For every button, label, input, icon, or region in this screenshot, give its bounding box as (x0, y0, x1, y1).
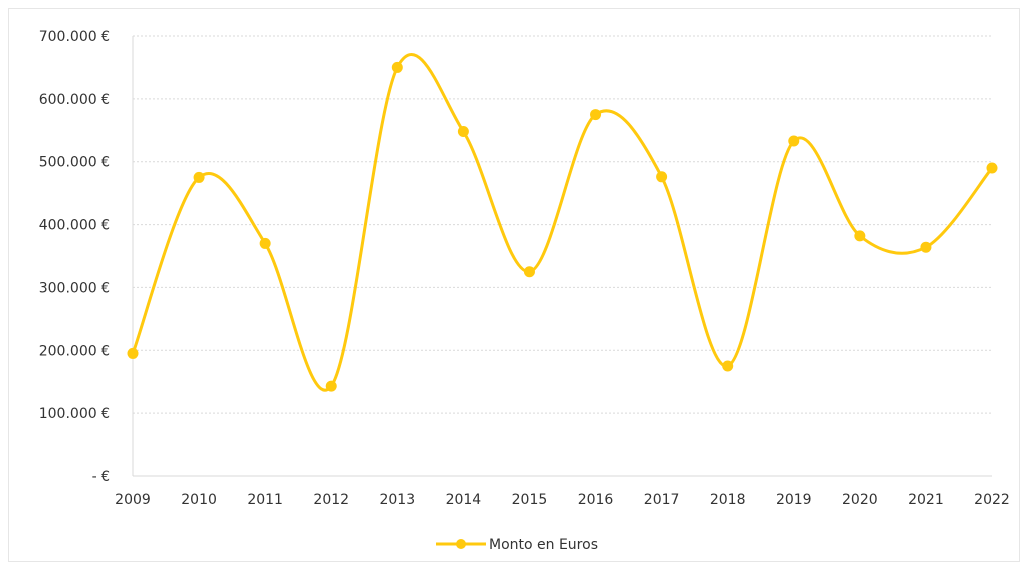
legend-swatch-marker (456, 539, 466, 549)
data-point (325, 380, 337, 392)
y-tick-label: 500.000 € (39, 155, 110, 171)
y-tick-label: 300.000 € (39, 280, 110, 296)
x-tick-label: 2022 (974, 492, 1010, 508)
y-tick-label: 600.000 € (39, 92, 110, 108)
data-point (656, 171, 668, 183)
x-tick-label: 2021 (908, 492, 944, 508)
x-axis: 2009 2010 2011 2012 2013 2014 2015 2016 2017 2018… (115, 475, 1010, 508)
data-point (391, 61, 403, 73)
x-tick-label: 2015 (512, 492, 548, 508)
y-tick-label: 700.000 € (39, 29, 110, 45)
x-tick-label: 2010 (181, 492, 217, 508)
data-point (127, 347, 139, 359)
x-tick-label: 2016 (578, 492, 614, 508)
gridlines (133, 35, 992, 414)
series-group (127, 53, 998, 392)
x-tick-label: 2013 (379, 492, 415, 508)
data-point (590, 109, 602, 121)
x-tick-label: 2019 (776, 492, 812, 508)
y-tick-label: 100.000 € (39, 406, 110, 422)
data-point (722, 360, 734, 372)
data-point (920, 241, 932, 253)
x-tick-label: 2020 (842, 492, 878, 508)
x-tick-label: 2009 (115, 492, 151, 508)
data-point (986, 162, 998, 174)
series-line-0 (131, 53, 994, 392)
legend: Monto en Euros (436, 537, 598, 553)
y-tick-label: - € (92, 469, 110, 485)
data-point (457, 126, 469, 138)
y-tick-label: 400.000 € (39, 218, 110, 234)
data-point (193, 171, 205, 183)
x-tick-label: 2014 (446, 492, 482, 508)
data-point (854, 230, 866, 242)
y-axis: - € 100.000 € 200.000 € 300.000 € 400.000 € 5… (39, 29, 134, 485)
x-tick-label: 2018 (710, 492, 746, 508)
x-tick-label: 2011 (247, 492, 283, 508)
x-tick-label: 2017 (644, 492, 680, 508)
data-point (788, 135, 800, 147)
x-tick-label: 2012 (313, 492, 349, 508)
chart-frame (8, 8, 1020, 562)
legend-label: Monto en Euros (489, 537, 598, 553)
data-point (523, 266, 535, 278)
y-tick-label: 200.000 € (39, 343, 110, 359)
data-point (259, 237, 271, 249)
